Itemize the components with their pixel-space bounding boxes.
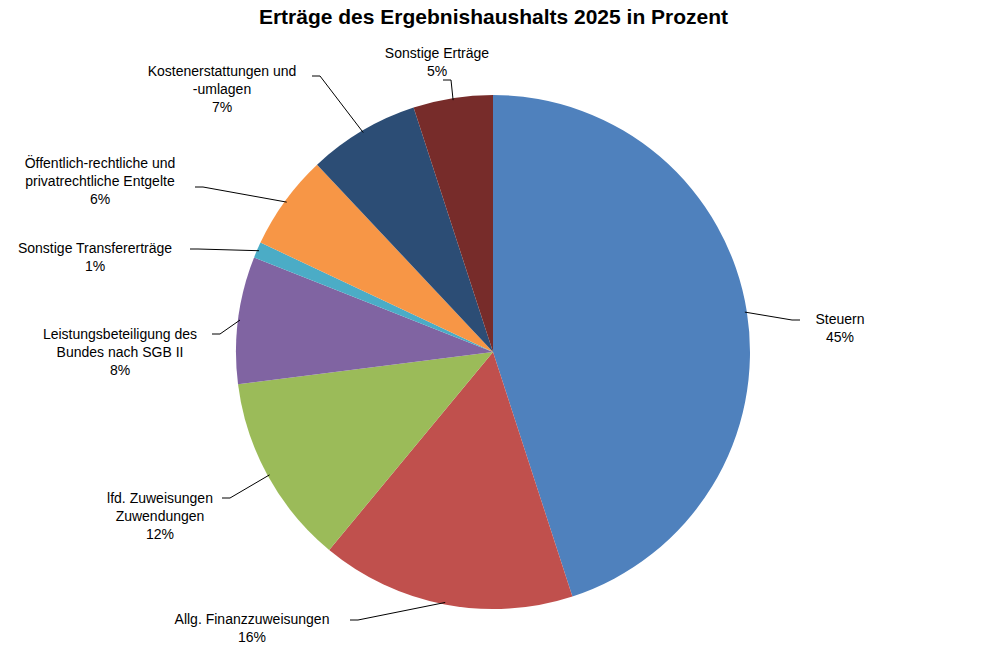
leader-line: [350, 602, 445, 620]
slice-label: Steuern 45%: [815, 311, 864, 345]
leader-line: [190, 249, 259, 251]
chart-svg: Erträge des Ergebnishaushalts 2025 in Pr…: [0, 0, 987, 658]
value-label: 5%: [427, 63, 447, 79]
plot-area: [236, 95, 750, 609]
slice-label: Leistungsbeteiligung des Bundes nach SGB …: [43, 326, 197, 378]
value-label: 45%: [826, 329, 854, 345]
slice-label: lfd. Zuweisungen Zuwendungen 12%: [107, 490, 213, 542]
slice-label: Sonstige Erträge 5%: [385, 45, 489, 79]
value-label: 16%: [238, 629, 266, 645]
slice-label: Sonstige Transfererträge 1%: [18, 240, 172, 274]
value-label: 6%: [90, 191, 110, 207]
slice-label: Öffentlich-rechtliche und privatrechtlich…: [25, 154, 176, 207]
leader-line: [745, 312, 800, 320]
category-label: Leistungsbeteiligung des: [43, 326, 197, 342]
leader-line: [312, 76, 363, 133]
value-label: 12%: [146, 526, 174, 542]
category-label: lfd. Zuweisungen: [107, 490, 213, 506]
category-label: Kostenerstattungen und: [148, 63, 297, 79]
value-label: 7%: [212, 99, 232, 115]
leader-line: [443, 80, 453, 100]
category-label: privatrechtliche Entgelte: [25, 173, 175, 189]
leader-line: [222, 475, 270, 498]
category-label: Allg. Finanzzuweisungen: [175, 611, 330, 627]
category-label: -umlagen: [193, 81, 251, 97]
category-label: Zuwendungen: [116, 508, 205, 524]
pie-slice: [414, 95, 493, 352]
leader-line: [212, 320, 240, 334]
slice-label: Allg. Finanzzuweisungen 16%: [175, 611, 330, 645]
category-label: Steuern: [815, 311, 864, 327]
category-label: Sonstige Erträge: [385, 45, 489, 61]
chart-title: Erträge des Ergebnishaushalts 2025 in Pr…: [259, 5, 728, 28]
value-label: 1%: [85, 258, 105, 274]
category-label: Sonstige Transfererträge: [18, 240, 172, 256]
leader-line: [195, 187, 287, 202]
pie-slice: [238, 352, 493, 550]
labels: Steuern 45% Allg. Finanzzuweisungen 16% lfd.…: [18, 45, 865, 645]
pie: [236, 95, 750, 609]
value-label: 8%: [110, 362, 130, 378]
category-label: Bundes nach SGB II: [57, 344, 184, 360]
category-label: Öffentlich-rechtliche und: [25, 154, 176, 171]
chart-container: Erträge des Ergebnishaushalts 2025 in Pr…: [0, 0, 987, 658]
slice-label: Kostenerstattungen und -umlagen 7%: [148, 63, 297, 115]
